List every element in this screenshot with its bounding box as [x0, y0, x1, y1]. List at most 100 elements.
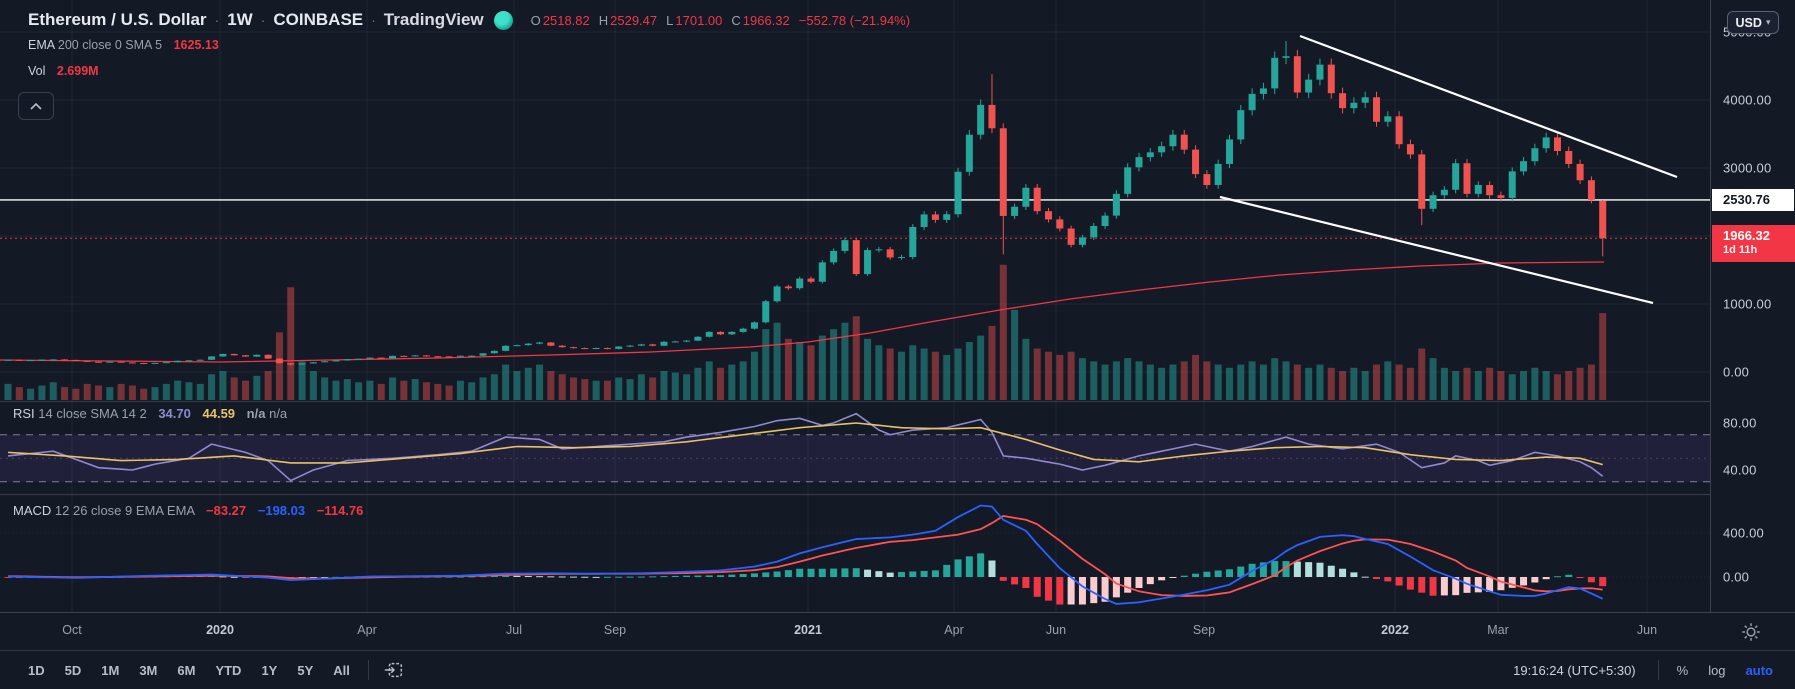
range-button-3m[interactable]: 3M [139, 662, 158, 678]
macd-line [7, 504, 1604, 605]
symbol-legend[interactable]: Ethereum / U.S. Dollar · 1W · COINBASE ·… [28, 10, 910, 30]
macd-params: 12 26 close 9 EMA EMA [54, 503, 195, 518]
time-axis[interactable]: Oct 2020 Apr Jul Sep 2021 Apr Jun Sep 2022 Mar Jun [0, 612, 1795, 650]
current-price-value: 1966.32 [1723, 228, 1770, 244]
price-axis-tick: 4000.00 [1723, 92, 1772, 108]
range-button-5y[interactable]: 5Y [297, 662, 314, 678]
go-to-date-icon[interactable] [383, 659, 405, 681]
rsi-indicator-legend[interactable]: RSI 14 close SMA 14 2 34.70 44.59 n/a n/… [13, 406, 287, 421]
open-value: 2518.82 [542, 12, 590, 28]
ema-params: 200 close 0 SMA 5 [57, 38, 163, 52]
time-axis-label: Jul [506, 623, 522, 637]
trendline [1299, 34, 1678, 179]
tradingview-logo-icon [493, 10, 513, 30]
chevron-up-icon [30, 102, 42, 110]
prev-close-price-label: 2530.76 [1712, 188, 1794, 211]
price-lines [0, 199, 1710, 239]
time-axis-label: Sep [603, 623, 627, 637]
toolbar-divider [1657, 660, 1659, 680]
range-button-5d[interactable]: 5D [64, 662, 82, 678]
range-button-1m[interactable]: 1M [101, 662, 120, 678]
separator-dot: · [260, 12, 266, 28]
time-axis-label: Mar [1487, 623, 1509, 637]
ema-indicator-legend[interactable]: EMA 200 close 0 SMA 5 1625.13 [28, 38, 219, 52]
exchange-label[interactable]: COINBASE [273, 10, 364, 29]
range-button-ytd[interactable]: YTD [215, 662, 242, 678]
rsi-sma-value: 44.59 [202, 406, 236, 421]
log-scale-button[interactable]: log [1708, 662, 1726, 678]
toolbar-divider [367, 660, 369, 680]
interval-label[interactable]: 1W [227, 10, 253, 29]
change-value: −552.78 (−21.94%) [798, 12, 911, 28]
open-label: O [530, 12, 541, 28]
currency-label: USD [1735, 15, 1762, 30]
time-axis-label: 2022 [1381, 623, 1409, 637]
toolbar-right-group: 19:16:24 (UTC+5:30) % log auto [1513, 660, 1783, 681]
price-axis-tick: 1000.00 [1723, 296, 1772, 312]
collapse-legend-button[interactable] [18, 92, 54, 120]
rsi-line [7, 412, 1604, 482]
high-value: 2529.47 [610, 12, 658, 28]
time-axis-label: Jun [1636, 623, 1658, 637]
close-label: C [731, 12, 741, 28]
time-axis-label: Apr [357, 623, 377, 637]
grid-lines [0, 0, 1710, 612]
rsi-sma-line [7, 422, 1603, 466]
range-button-1y[interactable]: 1Y [261, 662, 278, 678]
price-axis-tick: 80.00 [1723, 415, 1757, 431]
currency-selector-button[interactable]: USD ▾ [1727, 11, 1779, 34]
rsi-value: 34.70 [158, 406, 191, 421]
price-axis-tick: 3000.00 [1723, 160, 1772, 176]
low-value: 1701.00 [675, 12, 723, 28]
close-value: 1966.32 [742, 12, 790, 28]
time-axis-label: Jun [1045, 623, 1067, 637]
time-axis-label: Sep [1192, 623, 1216, 637]
chart-canvas[interactable] [0, 0, 1710, 612]
auto-scale-button[interactable]: auto [1745, 662, 1773, 678]
volume-indicator-legend[interactable]: Vol 2.699M [28, 64, 99, 78]
range-button-all[interactable]: All [333, 662, 350, 678]
percent-scale-button[interactable]: % [1676, 662, 1689, 678]
macd-signal-line [7, 515, 1603, 597]
bottom-toolbar: 1D 5D 1M 3M 6M YTD 1Y 5Y All 19:16:24 (UTC+5:30)… [0, 650, 1795, 689]
macd-signal-value: −114.76 [316, 503, 364, 518]
macd-line-value: −198.03 [257, 503, 306, 518]
price-axis-tick: 0.00 [1723, 569, 1750, 585]
macd-name[interactable]: MACD [13, 503, 52, 518]
trendline [1219, 195, 1654, 305]
rsi-params: 14 close SMA 14 2 [38, 406, 147, 421]
candlesticks [4, 40, 1607, 367]
time-axis-label: 2020 [206, 623, 234, 637]
high-label: H [598, 12, 609, 28]
price-axis-tick: 400.00 [1723, 525, 1764, 541]
macd-pane [4, 504, 1607, 605]
volume-value: 2.699M [56, 64, 99, 78]
volume-bars [4, 264, 1607, 400]
clock-label[interactable]: 19:16:24 (UTC+5:30) [1513, 662, 1636, 678]
low-label: L [666, 12, 674, 28]
time-axis-label: 2021 [794, 623, 822, 637]
bar-countdown: 1d 11h [1723, 244, 1758, 257]
volume-name[interactable]: Vol [28, 64, 46, 78]
separator-dot: · [214, 12, 220, 28]
date-range-buttons: 1D 5D 1M 3M 6M YTD 1Y 5Y All [18, 659, 360, 682]
ohlc-values: O 2518.82 H 2529.47 L 1701.00 C 1966.32 −552… [531, 13, 910, 28]
range-button-6m[interactable]: 6M [177, 662, 196, 678]
chart-plot-area[interactable]: Ethereum / U.S. Dollar · 1W · COINBASE ·… [0, 0, 1710, 612]
ema-name[interactable]: EMA [28, 38, 55, 52]
time-axis-label: Apr [944, 623, 964, 637]
rsi-na-value: n/a [246, 406, 266, 421]
symbol-title[interactable]: Ethereum / U.S. Dollar [28, 10, 207, 29]
macd-indicator-legend[interactable]: MACD 12 26 close 9 EMA EMA −83.27 −198.0… [13, 503, 363, 518]
scales-settings-icon[interactable] [1740, 621, 1762, 643]
rsi-na-value: n/a [269, 406, 288, 421]
macd-hist-value: −83.27 [206, 503, 247, 518]
chevron-down-icon: ▾ [1765, 17, 1771, 27]
price-axis-tick: 40.00 [1723, 462, 1757, 478]
brand-label: TradingView [383, 10, 484, 29]
range-button-1d[interactable]: 1D [28, 662, 45, 678]
price-axis[interactable]: 5000.004000.003000.001000.000.0080.0040.… [1710, 0, 1795, 612]
ema-value: 1625.13 [173, 38, 219, 52]
rsi-name[interactable]: RSI [13, 406, 35, 421]
